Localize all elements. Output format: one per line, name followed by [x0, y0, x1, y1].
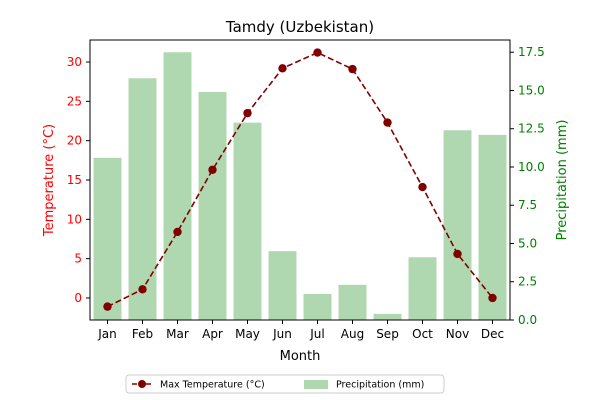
temperature-point-nov — [453, 249, 462, 259]
x-tick-label: Aug — [341, 327, 364, 341]
temperature-point-dec — [488, 293, 497, 303]
x-tick-label: Apr — [202, 327, 223, 341]
bar-mar — [163, 52, 192, 320]
x-tick-label: Dec — [481, 327, 504, 341]
x-tick-label: Jun — [272, 327, 292, 341]
bar-oct — [408, 257, 437, 320]
y-right-tick-label: 2.5 — [518, 275, 537, 289]
y-left-tick-label: 10 — [67, 212, 82, 226]
chart-title: Tamdy (Uzbekistan) — [225, 18, 374, 36]
y-left-tick-label: 0 — [74, 291, 82, 305]
line-group — [103, 48, 497, 311]
temperature-point-feb — [138, 285, 147, 294]
y-left-tick-label: 30 — [67, 55, 82, 69]
x-tick-label: Oct — [412, 327, 433, 341]
bar-feb — [128, 78, 157, 320]
y-right-tick-label: 10.0 — [518, 160, 545, 174]
y-axis-right-label: Precipitation (mm) — [555, 120, 570, 241]
x-tick-label: Nov — [446, 327, 469, 341]
temperature-point-oct — [418, 182, 427, 192]
x-tick-label: Jul — [309, 327, 324, 341]
temperature-line — [107, 51, 494, 308]
x-tick-label: Mar — [166, 327, 189, 341]
temperature-point-jul — [313, 48, 322, 57]
bar-jun — [268, 251, 297, 320]
temperature-point-jan — [103, 302, 112, 311]
x-tick-label: Sep — [376, 327, 399, 341]
bar-group — [93, 52, 507, 321]
legend-label-precipitation: Precipitation (mm) — [336, 380, 424, 391]
axes-group: Jan Feb Mar Apr May Jun Jul Aug Sep Oct Nov Dec 0 5 10… — [67, 39, 545, 341]
temperature-point-sep — [383, 118, 392, 127]
temperature-point-apr — [208, 165, 217, 174]
y-right-tick-label: 12.5 — [518, 122, 545, 136]
y-left-tick-label: 25 — [67, 94, 82, 108]
y-left-tick-label: 20 — [67, 134, 82, 148]
y-axis-left-label: Temperature (°C) — [42, 124, 57, 237]
y-right-tick-label: 5.0 — [518, 236, 537, 250]
y-left-tick-label: 15 — [67, 173, 82, 187]
bar-may — [233, 122, 262, 320]
temperature-point-mar — [173, 227, 182, 237]
x-tick-label: Feb — [132, 327, 153, 341]
x-tick-label: May — [235, 327, 260, 341]
legend: Max Temperature (°C) Precipitation (mm) — [125, 374, 445, 394]
bar-dec — [478, 134, 507, 320]
legend-marker-swatch — [138, 380, 146, 388]
y-right-tick-label: 17.5 — [518, 45, 545, 59]
legend-label-temperature: Max Temperature (°C) — [160, 380, 265, 391]
temperature-point-jun — [278, 64, 287, 73]
bar-sep — [373, 313, 402, 320]
temperature-point-aug — [348, 64, 357, 74]
y-right-tick-label: 0.0 — [518, 313, 537, 327]
y-right-tick-label: 7.5 — [518, 198, 537, 212]
legend-bar-swatch — [304, 380, 328, 389]
bar-nov — [443, 130, 472, 320]
temperature-point-may — [243, 108, 252, 118]
y-left-tick-label: 5 — [74, 252, 82, 266]
x-tick-label: Jan — [97, 327, 117, 341]
bar-apr — [198, 92, 227, 321]
bar-aug — [338, 284, 367, 320]
y-right-tick-label: 15.0 — [518, 83, 545, 97]
bar-jul — [303, 293, 332, 320]
bar-jan — [93, 157, 122, 320]
legend-box — [125, 374, 445, 394]
x-axis-label: Month — [280, 349, 321, 364]
